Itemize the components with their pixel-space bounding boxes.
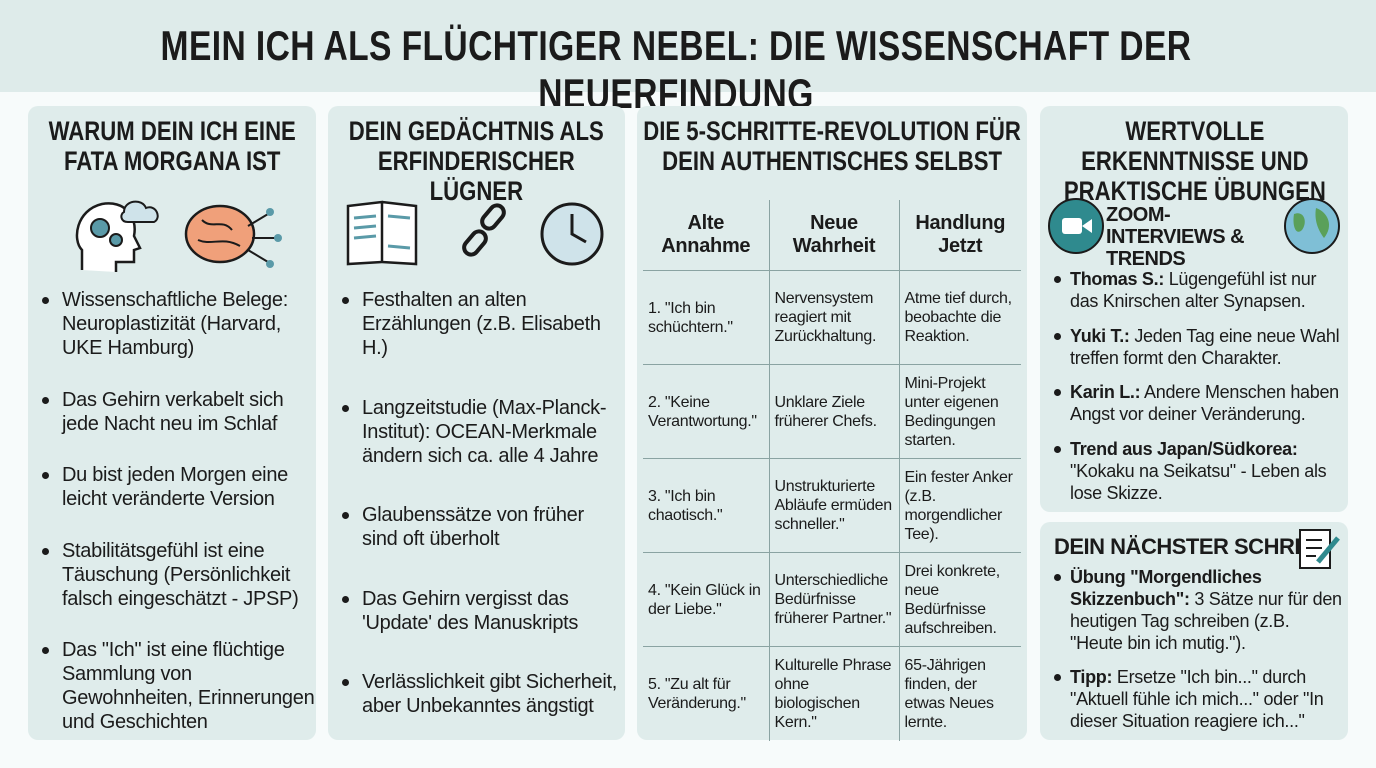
panel-title: WERTVOLLE ERKENNTNISSE UND PRAKTISCHE ÜB… [1063, 116, 1326, 206]
panel: DEIN NÄCHSTER SCHRITT Übung "Morgendlich… [1040, 522, 1348, 740]
item-label: Thomas S.: [1070, 269, 1165, 289]
icons [346, 200, 604, 266]
quote-list: Thomas S.: Lügengefühl ist nur das Knirs… [1042, 268, 1346, 504]
bullet: Stabilitätsgefühl ist eine Täuschung (Pe… [30, 539, 320, 611]
table-header: Alte Annahme Neue Wahrheit Handlung Jetzt [643, 200, 1021, 271]
panel: WERTVOLLE ERKENNTNISSE UND PRAKTISCHE ÜB… [1040, 106, 1348, 512]
steps-table: Alte Annahme Neue Wahrheit Handlung Jetzt … [643, 200, 1021, 741]
item-label: Karin L.: [1070, 382, 1141, 403]
bullet: Festhalten an alten Erzählungen (z.B. El… [330, 288, 622, 360]
item-label: Tipp: [1070, 667, 1113, 687]
title-band [0, 0, 1376, 92]
panel-title: DEIN NÄCHSTER SCHRITT [1054, 534, 1326, 559]
item-label: Trend aus Japan/Südkorea: [1070, 438, 1298, 459]
list-item: Trend aus Japan/Südkorea: "Kokaku na Sei… [1042, 438, 1346, 504]
item-text: 3 Sätze nur für den heutigen Tag schreib… [1070, 589, 1342, 653]
item-text: Lügengefühl ist nur das Knirschen alter … [1070, 269, 1317, 311]
table-cell: Nervensystem reagiert mit Zurückhaltung. [768, 270, 899, 365]
bullet: Du bist jeden Morgen eine leicht verände… [30, 463, 320, 511]
table-cell: Drei konkrete, neue Bedürfnisse aufschre… [898, 552, 1021, 647]
panel-title: DEIN GEDÄCHTNIS ALS ERFINDERISCHER LÜGNE… [348, 116, 604, 206]
item-text: Jeden Tag eine neue Wahl treffen formt d… [1070, 325, 1340, 368]
bullet-list: Wissenschaftliche Belege: Neuroplastizit… [30, 288, 320, 734]
table-cell: 4. "Kein Glück in der Liebe." [643, 552, 769, 647]
item-label: Yuki T.: [1070, 325, 1130, 346]
subtitle: ZOOM-INTERVIEWS & TRENDS [1106, 204, 1245, 270]
table-cell: 1. "Ich bin schüchtern." [643, 270, 769, 365]
panel-title: WARUM DEIN ICH EINE FATA MORGANA IST [48, 116, 296, 176]
list-item: Tipp: Ersetze "Ich bin..." durch "Aktuel… [1042, 666, 1346, 732]
table-cell: 3. "Ich bin chaotisch." [643, 458, 769, 553]
panel: WARUM DEIN ICH EINE FATA MORGANA IST Wis… [28, 106, 316, 740]
table-cell: Unklare Ziele früherer Chefs. [768, 364, 899, 459]
bullet-list: Festhalten an alten Erzählungen (z.B. El… [330, 288, 622, 718]
table-cell: Unstrukturierte Abläufe ermüden schnelle… [768, 458, 899, 553]
bullet: Das "Ich" ist eine flüchtige Sammlung vo… [30, 638, 320, 734]
icon [1299, 529, 1340, 569]
panel-title: DIE 5-SCHRITTE-REVOLUTION FÜR DEIN AUTHE… [643, 116, 1021, 176]
list-item: Übung "Morgendliches Skizzenbuch": 3 Sät… [1042, 566, 1346, 654]
table-cell: Kulturelle Phrase ohne biologischen Kern… [768, 646, 899, 741]
table-row: 3. "Ich bin chaotisch." Unstrukturierte A… [643, 458, 1021, 553]
icons [75, 200, 282, 272]
page-title: MEIN ICH ALS FLÜCHTIGER NEBEL: DIE WISSE… [160, 22, 1192, 117]
table-cell: 65-Jährigen finden, der etwas Neues lern… [898, 646, 1021, 741]
table-row: 2. "Keine Verantwortung." Unklare Ziele f… [643, 364, 1021, 459]
table-cell: Mini-Projekt unter eigenen Bedingungen s… [898, 364, 1021, 459]
panel: DEIN GEDÄCHTNIS ALS ERFINDERISCHER LÜGNE… [328, 106, 625, 740]
table-cell: 5. "Zu alt für Veränderung." [643, 646, 769, 741]
item-text: Andere Menschen haben Angst vor deiner V… [1070, 382, 1339, 425]
bullet: Verlässlichkeit gibt Sicherheit, aber Un… [330, 670, 622, 718]
column-header: Neue Wahrheit [768, 200, 899, 271]
table-row: 4. "Kein Glück in der Liebe." Unterschied… [643, 552, 1021, 647]
list-item: Thomas S.: Lügengefühl ist nur das Knirs… [1042, 268, 1346, 312]
icons [1048, 198, 1340, 254]
item-text: "Kokaku na Seikatsu" - Leben als lose Sk… [1070, 460, 1327, 503]
item-label: Übung "Morgendliches Skizzenbuch": [1070, 567, 1262, 609]
table-cell: Unterschiedliche Bedürfnisse früherer Pa… [768, 552, 899, 647]
table-cell: Atme tief durch, beobachte die Reaktion. [898, 270, 1021, 365]
bullet: Das Gehirn verkabelt sich jede Nacht neu… [30, 388, 320, 436]
bullet: Langzeitstudie (Max-Planck-Institut): OC… [330, 396, 622, 468]
item-text: Ersetze "Ich bin..." durch "Aktuell fühl… [1070, 667, 1324, 731]
bullet: Glaubenssätze von früher sind oft überho… [330, 503, 622, 551]
bullet: Das Gehirn vergisst das 'Update' des Man… [330, 587, 622, 635]
bullet: Wissenschaftliche Belege: Neuroplastizit… [30, 288, 320, 360]
column-header: Handlung Jetzt [898, 200, 1021, 271]
column-header: Alte Annahme [661, 212, 751, 257]
table-cell: Ein fester Anker (z.B. morgendlicher Tee… [898, 458, 1021, 553]
table-cell: 2. "Keine Verantwortung." [643, 364, 769, 459]
tip-list: Übung "Morgendliches Skizzenbuch": 3 Sät… [1042, 566, 1346, 732]
table-row: 1. "Ich bin schüchtern." Nervensystem rea… [643, 270, 1021, 365]
list-item: Yuki T.: Jeden Tag eine neue Wahl treffe… [1042, 325, 1346, 369]
list-item: Karin L.: Andere Menschen haben Angst vo… [1042, 381, 1346, 425]
table-row: 5. "Zu alt für Veränderung." Kulturelle P… [643, 646, 1021, 741]
panel: DIE 5-SCHRITTE-REVOLUTION FÜR DEIN AUTHE… [637, 106, 1027, 741]
